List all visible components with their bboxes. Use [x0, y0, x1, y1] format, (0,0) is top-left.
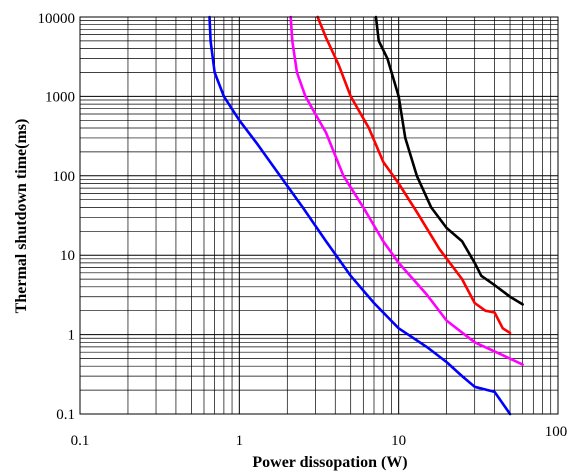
series-line-4: [374, 15, 524, 306]
series-line-1: [208, 15, 512, 416]
y-tick-label: 0.1: [56, 407, 75, 423]
series-line-3: [316, 15, 512, 335]
y-tick-label: 1000: [45, 89, 75, 105]
x-tick-label: 100: [545, 424, 568, 440]
x-tick-label: 0.1: [71, 433, 90, 449]
series-lines: [208, 15, 524, 416]
x-tick-label: 1: [236, 433, 244, 449]
y-tick-label: 100: [53, 169, 76, 185]
x-tick-label: 10: [391, 433, 406, 449]
y-tick-label: 10: [60, 248, 75, 264]
y-tick-label: 1: [68, 328, 76, 344]
grid-lines: [80, 17, 558, 414]
series-line-2: [289, 15, 524, 366]
y-tick-label: 10000: [38, 11, 76, 27]
plot-frame: [79, 16, 559, 415]
x-axis-label: Power dissopation (W): [252, 454, 407, 471]
y-axis-label: Thermal shutdown time(ms): [13, 119, 30, 314]
tick-labels: 0.1 1 10 100 0.1 1 10 100 1000 10000: [38, 11, 568, 449]
